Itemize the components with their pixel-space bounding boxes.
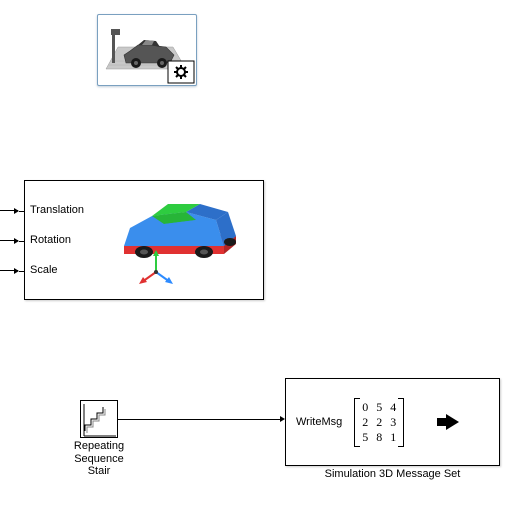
stair-icon [81,401,119,439]
scene-config-block[interactable] [97,14,197,86]
repeating-sequence-stair-block[interactable] [80,400,118,438]
sim-3d-message-set-label: Simulation 3D Message Set [285,468,500,480]
port-label-scale: Scale [30,264,58,276]
colored-car-icon [108,184,258,294]
matrix-display: 054 223 581 [354,398,404,447]
port-label-translation: Translation [30,204,84,216]
writemsg-port-label: WriteMsg [296,416,342,428]
output-arrow-icon [446,414,459,430]
sim-3d-message-set-block[interactable]: WriteMsg 054 223 581 [285,378,500,466]
wire-seq-to-msgset [118,419,280,420]
repeating-sequence-stair-label: Repeating Sequence Stair [66,440,132,478]
port-label-rotation: Rotation [30,234,71,246]
scene-icon [98,15,198,87]
